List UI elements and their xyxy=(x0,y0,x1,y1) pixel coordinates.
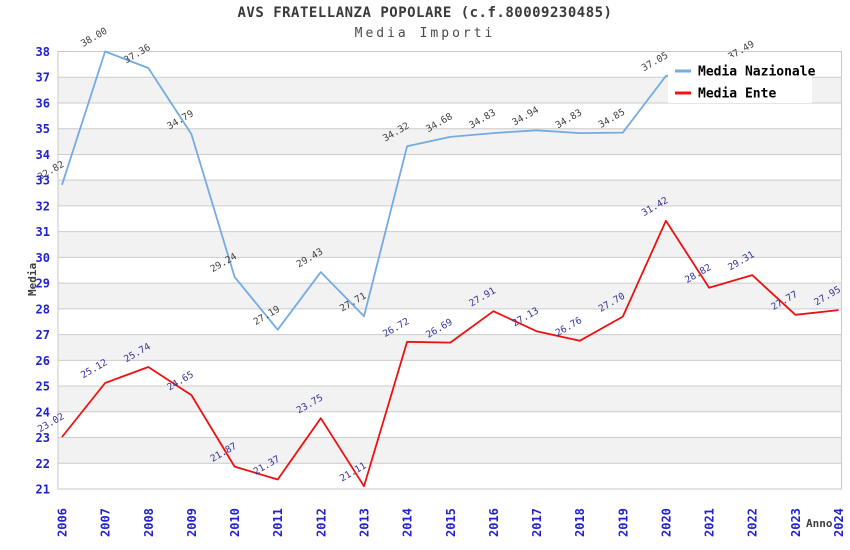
y-tick-label: 34 xyxy=(36,148,50,162)
x-tick-label: 2018 xyxy=(573,508,587,537)
band-row xyxy=(58,308,842,335)
x-tick-label: 2021 xyxy=(703,508,717,537)
legend-label: Media Nazionale xyxy=(698,65,816,80)
legend-label: Media Ente xyxy=(698,87,776,102)
legend: Media Nazionale Media Ente xyxy=(668,57,816,103)
x-tick-label: 2016 xyxy=(487,508,501,537)
x-tick-label: 2012 xyxy=(314,508,328,537)
band-row xyxy=(58,154,842,181)
y-tick-label: 25 xyxy=(36,380,50,394)
band-row xyxy=(58,411,842,438)
series-line-media-ente xyxy=(61,219,839,488)
y-tick-label: 31 xyxy=(36,225,50,239)
y-tick-label: 24 xyxy=(36,405,50,419)
legend-item-media-ente: Media Ente xyxy=(675,87,776,102)
x-tick-label: 2023 xyxy=(789,508,803,537)
x-tick-label: 2013 xyxy=(357,508,371,537)
y-axis-title: Media xyxy=(26,263,39,296)
y-tick-label: 35 xyxy=(36,122,50,136)
band-row xyxy=(58,334,842,361)
y-tick-label: 21 xyxy=(36,483,50,497)
chart-title: AVS FRATELLANZA POPOLARE (c.f.8000923048… xyxy=(237,5,613,21)
x-tick-label: 2024 xyxy=(832,508,846,537)
y-tick-label: 27 xyxy=(36,328,50,342)
x-tick-label: 2011 xyxy=(271,508,285,537)
background-bands xyxy=(58,51,842,489)
y-tick-label: 29 xyxy=(36,277,50,291)
y-tick-label: 23 xyxy=(36,431,50,445)
y-tick-labels: 21 22 23 24 25 26 27 28 29 30 31 32 33 34 35 36 37 38 xyxy=(36,45,50,497)
y-tick-label: 36 xyxy=(36,96,50,110)
x-tick-label: 2019 xyxy=(616,508,630,537)
x-tick-label: 2009 xyxy=(185,508,199,537)
x-tick-label: 2017 xyxy=(530,508,544,537)
band-row xyxy=(58,205,842,232)
y-tick-label: 28 xyxy=(36,302,50,316)
band-row xyxy=(58,257,842,284)
band-row xyxy=(58,386,842,412)
band-row xyxy=(58,102,842,129)
band-row xyxy=(58,128,842,155)
legend-item-media-nazionale: Media Nazionale xyxy=(675,65,816,80)
y-tick-label: 26 xyxy=(36,354,50,368)
band-row xyxy=(58,437,842,464)
band-row xyxy=(58,360,842,387)
x-tick-label: 2022 xyxy=(746,508,760,537)
x-tick-labels: 2006 2007 2008 2009 2010 2011 2012 2013 2014 2015… xyxy=(56,508,847,537)
band-row xyxy=(58,283,842,309)
band-row xyxy=(58,180,842,206)
y-tick-label: 38 xyxy=(36,45,50,59)
x-tick-label: 2020 xyxy=(659,508,673,537)
y-tick-label: 32 xyxy=(36,199,50,213)
y-tick-label: 37 xyxy=(36,71,50,85)
point-label: 38.00 xyxy=(79,26,110,50)
x-tick-label: 2007 xyxy=(99,508,113,537)
band-row xyxy=(58,463,842,489)
x-tick-label: 2006 xyxy=(56,508,70,537)
y-tick-label: 33 xyxy=(36,174,50,188)
x-axis-title: Anno xyxy=(806,517,833,530)
x-tick-label: 2008 xyxy=(142,508,156,537)
x-tick-label: 2014 xyxy=(401,508,415,537)
band-row xyxy=(58,231,842,258)
x-tick-label: 2010 xyxy=(228,508,242,537)
legend-box xyxy=(668,57,812,103)
series-line-media-nazionale xyxy=(61,50,753,331)
y-tick-label: 30 xyxy=(36,251,50,265)
x-tick-label: 2015 xyxy=(444,508,458,537)
plot-border xyxy=(57,51,842,490)
y-tick-label: 22 xyxy=(36,457,50,471)
chart-subtitle: Media Importi xyxy=(354,26,496,41)
